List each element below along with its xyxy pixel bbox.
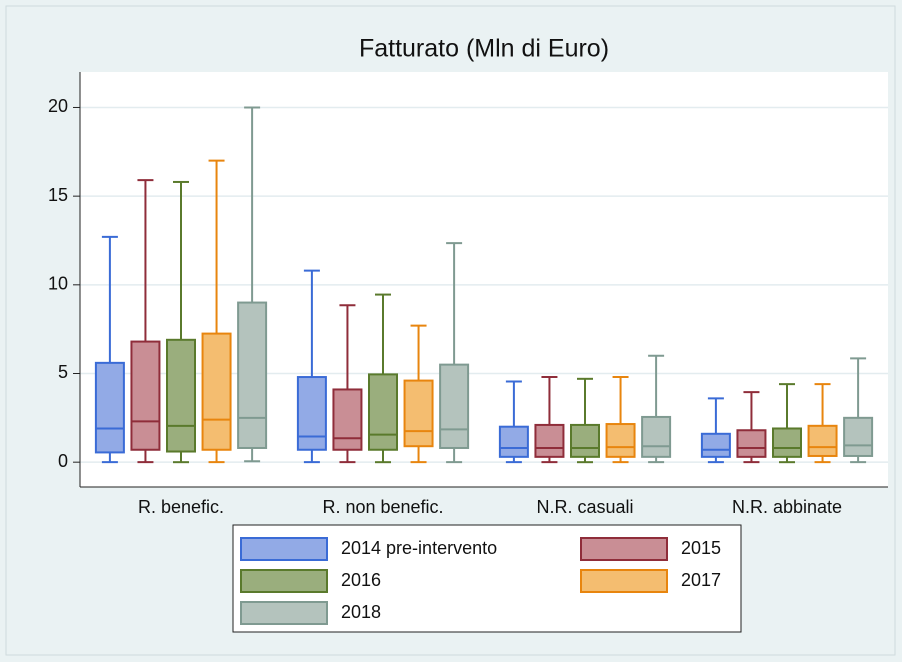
- y-tick-label: 10: [48, 274, 68, 294]
- box: [843, 416, 874, 457]
- x-tick-label: N.R. casuali: [536, 497, 633, 517]
- legend-label: 2018: [341, 602, 381, 622]
- x-tick-label: R. benefic.: [138, 497, 224, 517]
- y-tick-label: 0: [58, 451, 68, 471]
- outer-frame: [5, 5, 896, 656]
- box: [201, 332, 232, 451]
- box: [237, 301, 268, 449]
- box: [296, 376, 327, 451]
- box: [439, 363, 470, 449]
- legend-label: 2016: [341, 570, 381, 590]
- legend-swatch: [580, 569, 668, 593]
- box: [641, 415, 672, 458]
- box: [534, 423, 565, 458]
- box: [807, 424, 838, 457]
- legend-swatch: [580, 537, 668, 561]
- y-tick-label: 20: [48, 96, 68, 116]
- box: [736, 429, 767, 458]
- x-tick-label: N.R. abbinate: [732, 497, 842, 517]
- box: [332, 388, 363, 451]
- legend-swatch: [240, 537, 328, 561]
- legend-swatch: [240, 601, 328, 625]
- chart-title: Fatturato (Mln di Euro): [359, 35, 609, 63]
- legend-label: 2017: [681, 570, 721, 590]
- box: [94, 361, 125, 454]
- legend-label: 2014 pre-intervento: [341, 538, 497, 558]
- box: [166, 338, 196, 453]
- box: [772, 427, 802, 458]
- legend-label: 2015: [681, 538, 721, 558]
- box: [403, 379, 434, 448]
- y-tick-label: 5: [58, 362, 68, 382]
- box: [130, 340, 161, 451]
- box: [498, 425, 529, 458]
- box: [570, 423, 600, 458]
- x-tick-label: R. non benefic.: [322, 497, 443, 517]
- box: [700, 432, 731, 458]
- y-tick-label: 15: [48, 185, 68, 205]
- box: [368, 373, 398, 451]
- box: [605, 423, 636, 458]
- plot-area: [80, 72, 888, 487]
- legend-swatch: [240, 569, 328, 593]
